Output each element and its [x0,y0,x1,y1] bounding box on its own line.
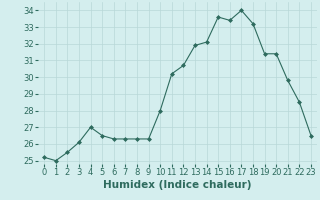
X-axis label: Humidex (Indice chaleur): Humidex (Indice chaleur) [103,180,252,190]
